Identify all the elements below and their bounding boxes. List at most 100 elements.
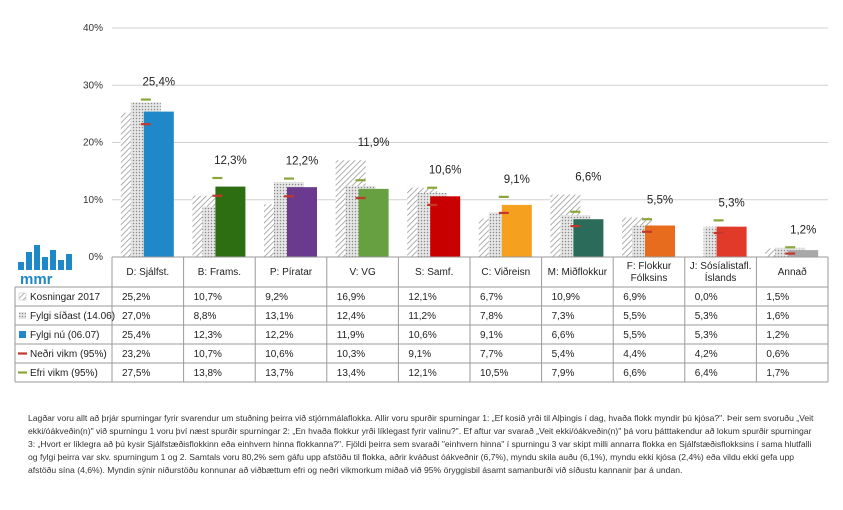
category-label: S: Samf. xyxy=(415,267,453,278)
category-label: V: VG xyxy=(349,267,376,278)
category-label-line: P: Píratar xyxy=(270,267,313,278)
data-label: 25,4% xyxy=(142,77,175,89)
legend-series-name: Kosningar 2017 xyxy=(30,292,100,303)
table-cell: 1,2% xyxy=(766,330,789,341)
table-cell: 7,8% xyxy=(480,311,503,322)
table-cell: 7,7% xyxy=(480,349,503,360)
category-label: C: Viðreisn xyxy=(481,266,530,278)
data-label: 12,2% xyxy=(286,156,319,168)
category-label-line: B: Frams. xyxy=(198,267,241,278)
bar-chart-logo-icon xyxy=(18,245,72,270)
y-tick-label: 10% xyxy=(83,195,103,206)
table-cell: 4,4% xyxy=(623,349,646,360)
table-cell: 23,2% xyxy=(122,349,150,360)
table-cell: 0,0% xyxy=(695,292,718,303)
table-cell: 10,6% xyxy=(265,349,293,360)
table-cell: 9,2% xyxy=(265,292,288,303)
table-cell: 9,1% xyxy=(408,349,431,360)
legend-series-name: Fylgi nú (06.07) xyxy=(30,330,99,341)
bar-fylgi-nu xyxy=(287,187,317,257)
bar-fylgi-nu xyxy=(716,226,747,257)
legend-key-hatched xyxy=(18,292,27,301)
data-labels: 25,4% 12,3% 12,2% 11,9% 10,6% 9,1% 6,6% 5,5% 5,3… xyxy=(142,77,816,237)
y-tick-label: 30% xyxy=(83,80,103,91)
table-cell: 5,5% xyxy=(623,311,646,322)
table-cell: 4,2% xyxy=(695,349,718,360)
category-label: Annað xyxy=(778,266,807,278)
category-label-line: J: Sósíalistafl. xyxy=(690,261,752,272)
logo-text: mmr xyxy=(20,271,53,288)
legend-series-name: Efri vikm (95%) xyxy=(30,368,98,379)
bars xyxy=(120,102,819,258)
table-cell: 8,8% xyxy=(194,311,217,322)
footnote: Lagðar voru allt að þrjár spurningar fyr… xyxy=(28,413,814,476)
table-cell: 12,2% xyxy=(265,330,293,341)
table-cell: 5,5% xyxy=(623,330,646,341)
table-cell: 12,1% xyxy=(408,368,436,379)
category-label: B: Frams. xyxy=(198,267,241,278)
table-cell: 25,4% xyxy=(122,330,150,341)
table-cell: 12,1% xyxy=(408,292,436,303)
table-cell: 6,9% xyxy=(623,292,646,303)
party-poll-chart: 0% 10% 20% 30% 40% 25,4% 12,3% 12,2% 11,9% 10,6%… xyxy=(14,23,829,383)
category-label-line: M: Miðflokkur xyxy=(548,266,608,278)
table-cell: 13,8% xyxy=(194,368,222,379)
category-label-line: D: Sjálfst. xyxy=(126,267,169,278)
table-cell: 5,3% xyxy=(695,330,718,341)
legend-key-current xyxy=(19,331,26,338)
table-cell: 5,4% xyxy=(552,349,575,360)
bar-fylgi-nu xyxy=(430,196,461,257)
table-cell: 1,7% xyxy=(766,368,789,379)
category-label: P: Píratar xyxy=(270,267,313,278)
data-label: 10,6% xyxy=(429,165,462,177)
table-cell: 5,3% xyxy=(695,311,718,322)
table-cell: 10,7% xyxy=(194,292,222,303)
data-table: D: Sjálfst. B: Frams. P: Píratar V: VG S: Sa… xyxy=(14,256,829,383)
table-cell: 25,2% xyxy=(122,292,150,303)
bar-fylgi-nu xyxy=(645,225,675,257)
table-cell: 10,9% xyxy=(552,292,580,303)
category-label-line: V: VG xyxy=(349,267,376,278)
data-label: 12,3% xyxy=(214,155,247,167)
data-label: 9,1% xyxy=(504,174,530,186)
table-cell: 10,6% xyxy=(408,330,436,341)
bar-fylgi-nu xyxy=(573,219,604,257)
category-label-line: C: Viðreisn xyxy=(481,266,530,278)
y-tick-label: 0% xyxy=(89,252,104,263)
table-cell: 13,1% xyxy=(265,311,293,322)
category-label-line: Fólksins xyxy=(631,273,668,284)
table-cell: 6,4% xyxy=(695,368,718,379)
table-cell: 11,9% xyxy=(337,330,365,341)
table-cell: 9,1% xyxy=(480,330,503,341)
mmr-logo: mmr xyxy=(18,245,72,288)
data-label: 6,6% xyxy=(575,172,601,184)
table-cell: 13,4% xyxy=(337,368,365,379)
table-cell: 6,7% xyxy=(480,292,503,303)
category-label: M: Miðflokkur xyxy=(548,266,608,278)
table-cell: 12,4% xyxy=(337,311,365,322)
bar-fylgi-nu xyxy=(788,250,819,257)
bar-fylgi-nu xyxy=(358,188,389,257)
category-label: J: Sósíalistafl.Íslands xyxy=(690,261,752,284)
bar-fylgi-nu xyxy=(215,186,246,257)
data-label: 5,5% xyxy=(647,194,673,206)
category-label-line: S: Samf. xyxy=(415,267,453,278)
table-cell: 10,5% xyxy=(480,368,508,379)
data-label: 1,2% xyxy=(790,224,816,236)
table-cell: 10,7% xyxy=(194,349,222,360)
table-cell: 6,6% xyxy=(552,330,575,341)
table-cell: 0,6% xyxy=(766,349,789,360)
table-cell: 7,9% xyxy=(552,368,575,379)
data-label: 11,9% xyxy=(358,137,390,149)
table-cell: 6,6% xyxy=(623,368,646,379)
y-axis-ticks: 0% 10% 20% 30% 40% xyxy=(83,23,103,263)
y-tick-label: 40% xyxy=(83,23,103,34)
table-cell: 12,3% xyxy=(194,330,222,341)
table-cell: 1,5% xyxy=(766,292,789,303)
table-cell: 27,5% xyxy=(122,368,150,379)
table-cell: 7,3% xyxy=(552,311,575,322)
table-cell: 11,2% xyxy=(408,311,436,322)
category-label-line: F: Flokkur xyxy=(627,261,672,272)
legend-series-name: Neðri vikm (95%) xyxy=(30,348,107,360)
